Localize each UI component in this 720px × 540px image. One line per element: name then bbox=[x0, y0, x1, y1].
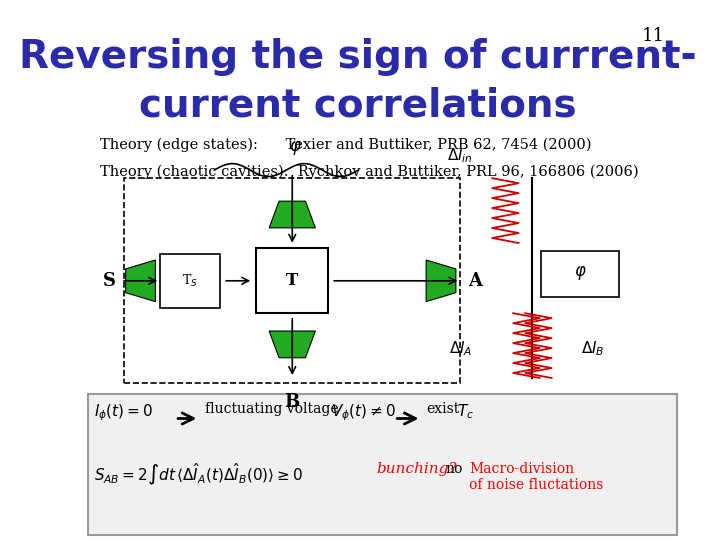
Polygon shape bbox=[269, 201, 315, 228]
Text: T: T bbox=[286, 272, 298, 289]
Text: Reversing the sign of currrent-: Reversing the sign of currrent- bbox=[19, 38, 697, 76]
Text: Theory (chaotic cavities):  Rychkov and Buttiker, PRL 96, 166806 (2006): Theory (chaotic cavities): Rychkov and B… bbox=[100, 165, 639, 179]
Text: $\Delta I_{in}$: $\Delta I_{in}$ bbox=[447, 146, 473, 165]
Text: $\Delta I_A$: $\Delta I_A$ bbox=[449, 339, 472, 357]
FancyBboxPatch shape bbox=[160, 254, 220, 308]
Text: current correlations: current correlations bbox=[140, 86, 577, 124]
FancyBboxPatch shape bbox=[88, 394, 677, 535]
FancyBboxPatch shape bbox=[541, 251, 619, 297]
Polygon shape bbox=[426, 260, 456, 301]
Text: no: no bbox=[446, 462, 463, 476]
Text: Theory (edge states):      Texier and Buttiker, PRB 62, 7454 (2000): Theory (edge states): Texier and Buttike… bbox=[100, 138, 592, 152]
Text: A: A bbox=[469, 272, 482, 290]
Text: Macro-division
of noise fluctations: Macro-division of noise fluctations bbox=[469, 462, 604, 492]
Text: $V_\phi(t)\neq 0$: $V_\phi(t)\neq 0$ bbox=[331, 402, 397, 423]
Text: $I_\phi(t)=0$: $I_\phi(t)=0$ bbox=[94, 402, 153, 423]
Text: $\varphi$: $\varphi$ bbox=[580, 266, 593, 285]
Text: $S_{AB}=2\int dt\,\langle\Delta\hat{I}_A(t)\Delta\hat{I}_B(0)\rangle\geq 0$: $S_{AB}=2\int dt\,\langle\Delta\hat{I}_A… bbox=[94, 462, 303, 488]
Text: S: S bbox=[103, 272, 116, 290]
Text: bunching?: bunching? bbox=[377, 462, 456, 476]
Text: B: B bbox=[284, 393, 300, 411]
Text: exist: exist bbox=[426, 402, 459, 416]
Text: $\Delta I_B$: $\Delta I_B$ bbox=[580, 339, 604, 357]
Text: $\varphi$: $\varphi$ bbox=[289, 139, 302, 157]
Text: fluctuating voltage: fluctuating voltage bbox=[205, 402, 339, 416]
FancyBboxPatch shape bbox=[256, 248, 328, 313]
Text: $\varphi$: $\varphi$ bbox=[574, 264, 587, 282]
Text: T$_S$: T$_S$ bbox=[182, 273, 198, 289]
Text: $T_c$: $T_c$ bbox=[457, 402, 474, 421]
Polygon shape bbox=[126, 260, 156, 301]
Polygon shape bbox=[269, 331, 315, 358]
Text: 11: 11 bbox=[642, 27, 665, 45]
